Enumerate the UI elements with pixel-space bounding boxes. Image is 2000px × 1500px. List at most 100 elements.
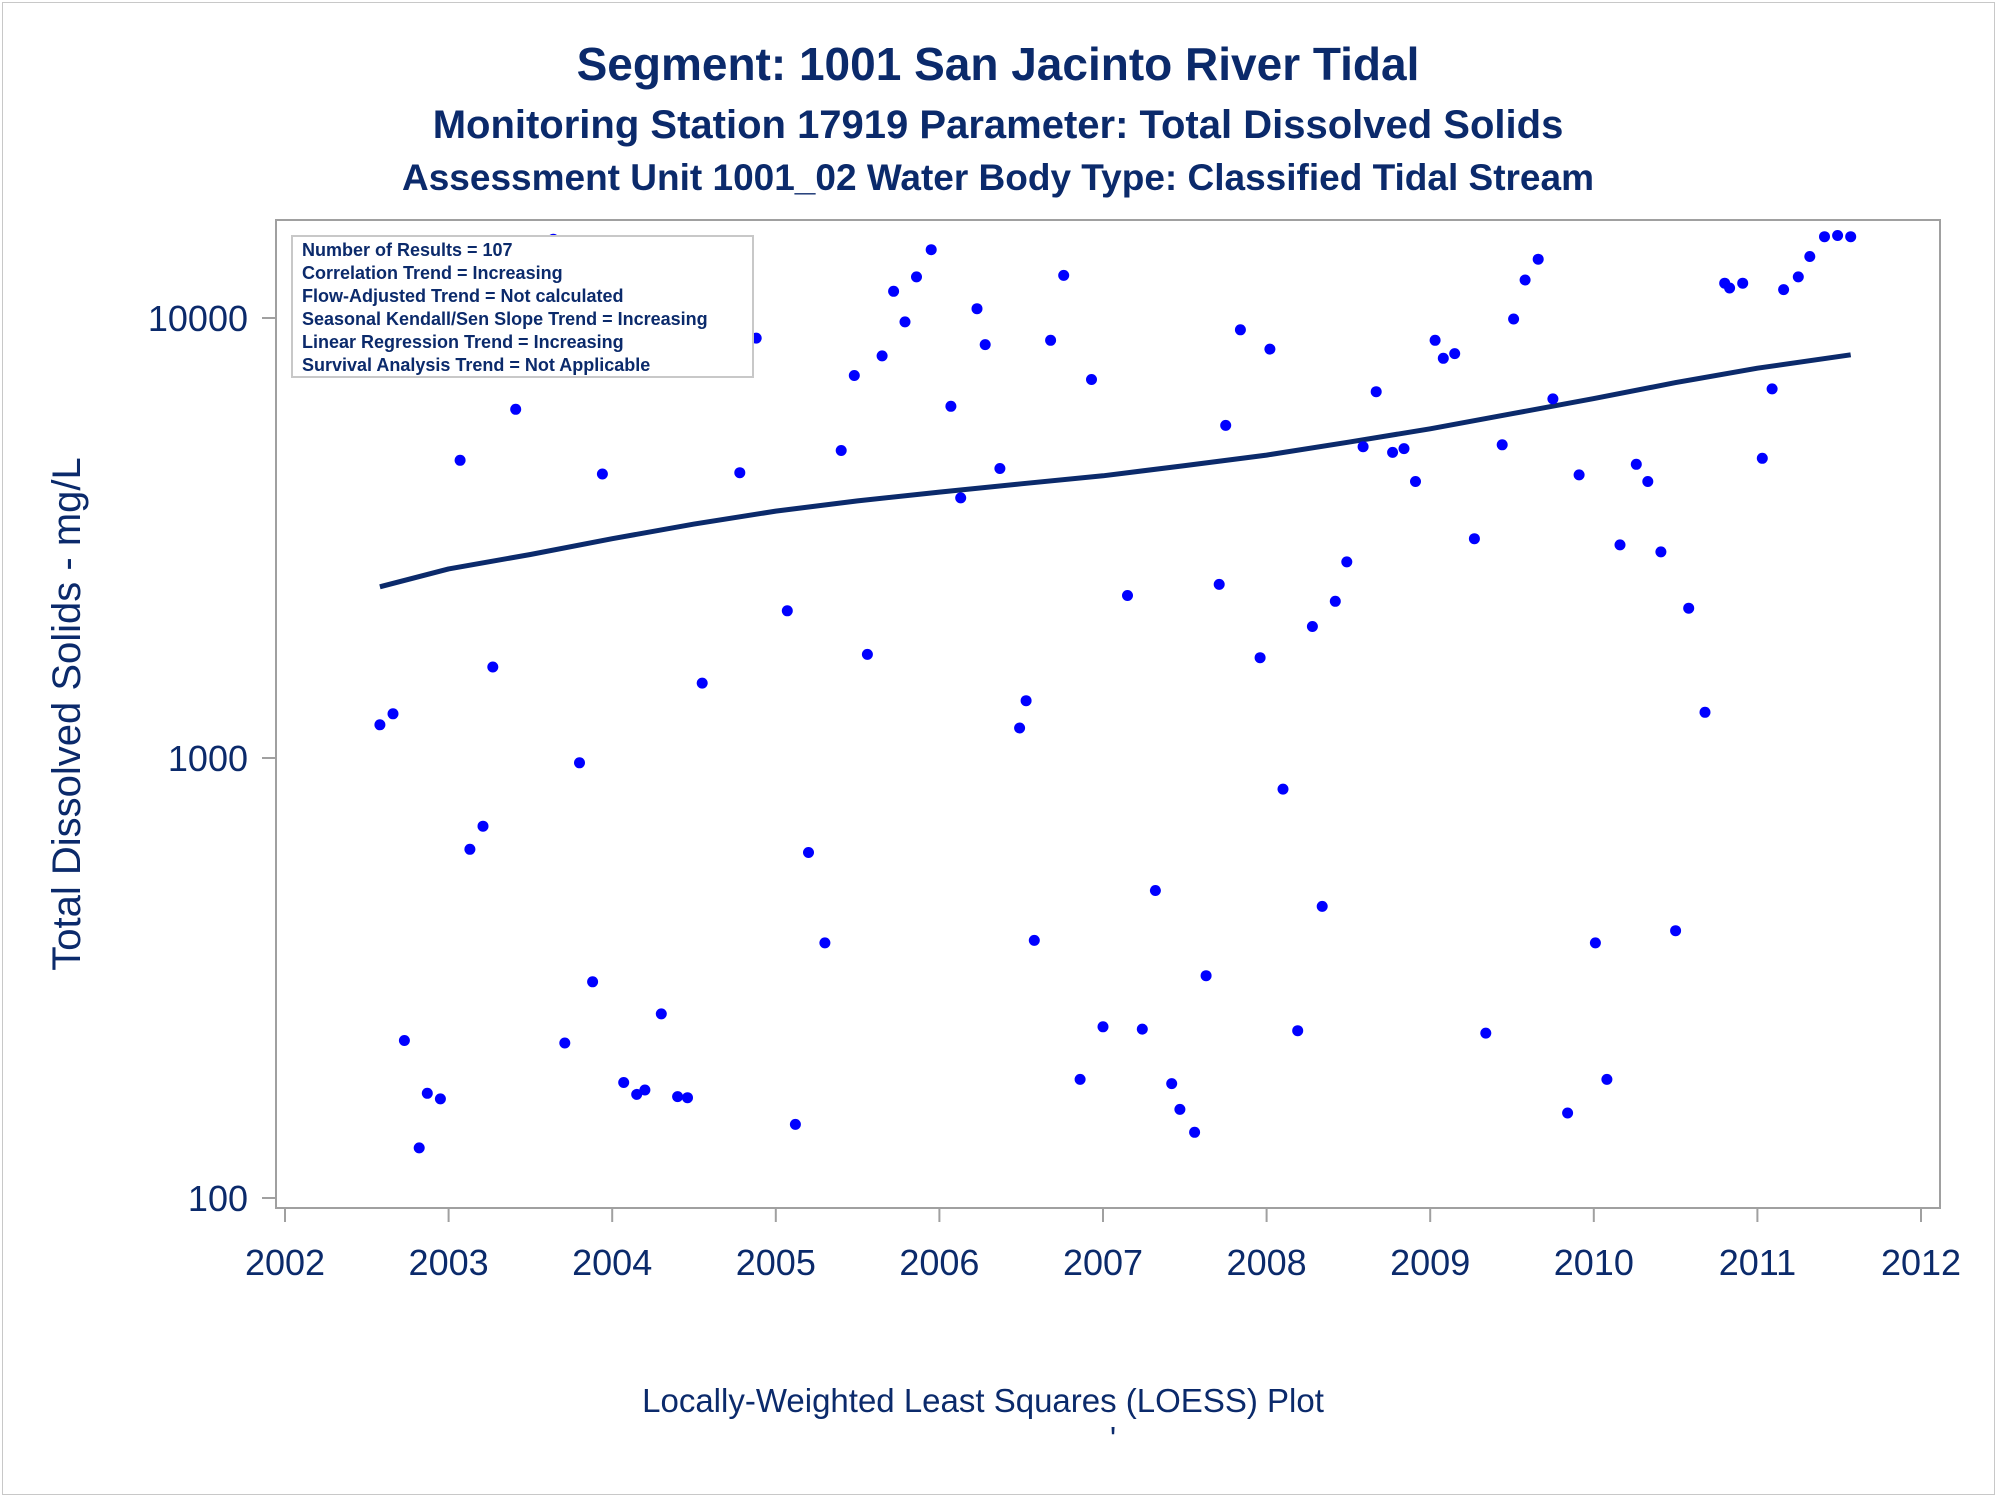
- data-point: [1398, 443, 1410, 455]
- footnote-mark: ': [1110, 1420, 1116, 1457]
- data-point: [734, 467, 746, 479]
- data-point: [1737, 277, 1749, 289]
- loess-line: [379, 352, 1852, 590]
- data-point: [1766, 383, 1778, 395]
- data-point: [848, 370, 860, 381]
- data-point: [1028, 934, 1040, 946]
- data-point: [1166, 1078, 1178, 1090]
- data-point: [596, 468, 608, 480]
- data-point: [1642, 476, 1654, 487]
- data-point: [1804, 251, 1816, 262]
- data-point: [454, 454, 466, 466]
- data-point: [1174, 1103, 1186, 1115]
- data-point: [1468, 533, 1480, 545]
- data-point: [387, 708, 399, 720]
- data-point: [1014, 722, 1026, 734]
- data-point: [1547, 393, 1559, 405]
- data-point: [1213, 578, 1225, 590]
- data-point: [1532, 253, 1544, 265]
- stats-line: Correlation Trend = Increasing: [302, 263, 563, 283]
- data-point: [639, 1084, 651, 1096]
- data-point: [888, 285, 900, 297]
- data-point: [672, 1091, 684, 1103]
- plot-area: [275, 219, 1941, 1209]
- data-point: [1819, 231, 1830, 243]
- chart-subtitle-2: Assessment Unit 1001_02 Water Body Type:…: [402, 157, 1594, 198]
- x-tick-label: 2007: [1063, 1242, 1143, 1283]
- data-point: [1792, 271, 1804, 283]
- data-point: [819, 937, 831, 949]
- data-point: [1122, 590, 1133, 601]
- data-point: [1341, 556, 1353, 568]
- data-point: [682, 1092, 693, 1104]
- data-point: [618, 1077, 630, 1088]
- data-point: [1074, 1073, 1086, 1085]
- data-point: [631, 1088, 643, 1100]
- data-point: [925, 244, 937, 256]
- data-point: [1277, 783, 1289, 795]
- data-point: [574, 757, 585, 769]
- x-tick-label: 2011: [1719, 1242, 1796, 1283]
- data-point: [1254, 652, 1266, 664]
- data-point: [510, 403, 522, 415]
- data-point: [1189, 1126, 1201, 1138]
- data-point: [696, 677, 708, 689]
- y-axis-label: Total Dissolved Solids - mg/L: [45, 457, 89, 971]
- data-point: [1832, 230, 1844, 241]
- chart-title: Segment: 1001 San Jacinto River Tidal: [577, 38, 1420, 90]
- data-point: [1200, 970, 1212, 982]
- data-point: [1086, 374, 1097, 385]
- data-point: [1149, 885, 1161, 896]
- data-point: [1496, 439, 1508, 451]
- data-point: [1449, 348, 1461, 360]
- data-point: [1589, 937, 1601, 949]
- data-point: [1845, 231, 1857, 243]
- data-point: [861, 648, 873, 660]
- data-point: [413, 1142, 425, 1154]
- data-point: [1316, 900, 1328, 912]
- data-point: [1045, 334, 1057, 346]
- loess-line-group: [379, 352, 1852, 590]
- data-point: [487, 661, 499, 673]
- data-point: [971, 303, 983, 315]
- stats-line: Linear Regression Trend = Increasing: [302, 332, 624, 352]
- data-point: [1480, 1027, 1492, 1039]
- stats-line: Number of Results = 107: [302, 240, 513, 260]
- data-point: [835, 445, 847, 456]
- data-point: [1410, 476, 1421, 487]
- data-point: [1058, 269, 1070, 281]
- chart-subtitle-1: Monitoring Station 17919 Parameter: Tota…: [433, 103, 1564, 147]
- stats-line: Flow-Adjusted Trend = Not calculated: [302, 286, 624, 306]
- data-point: [911, 271, 922, 283]
- data-point: [1778, 284, 1790, 296]
- data-point: [1136, 1023, 1148, 1035]
- data-point: [1387, 446, 1399, 458]
- x-tick-label: 2003: [409, 1242, 489, 1283]
- data-point: [945, 400, 957, 412]
- data-point: [1573, 469, 1585, 481]
- x-tick-label: 2005: [736, 1242, 816, 1283]
- data-point: [421, 1087, 433, 1099]
- x-tick-label: 2010: [1554, 1242, 1634, 1283]
- data-point: [1220, 419, 1232, 431]
- y-tick-label: 10000: [148, 298, 248, 339]
- data-point: [1630, 458, 1642, 470]
- data-point: [1329, 595, 1341, 607]
- x-tick-label: 2004: [572, 1242, 652, 1283]
- data-point: [803, 847, 814, 858]
- data-point: [1562, 1107, 1574, 1119]
- data-point: [1508, 313, 1520, 325]
- stats-line: Survival Analysis Trend = Not Applicable: [302, 355, 650, 375]
- data-point: [781, 605, 793, 617]
- data-point: [1264, 343, 1276, 355]
- data-point: [1699, 706, 1711, 718]
- data-point: [994, 463, 1006, 474]
- data-point: [1724, 282, 1736, 294]
- data-point: [1756, 452, 1768, 464]
- data-point: [955, 492, 967, 504]
- y-axis: 100 1000 10000: [148, 298, 276, 1219]
- x-tick-label: 2009: [1390, 1242, 1470, 1283]
- stats-box-frame: [291, 235, 754, 378]
